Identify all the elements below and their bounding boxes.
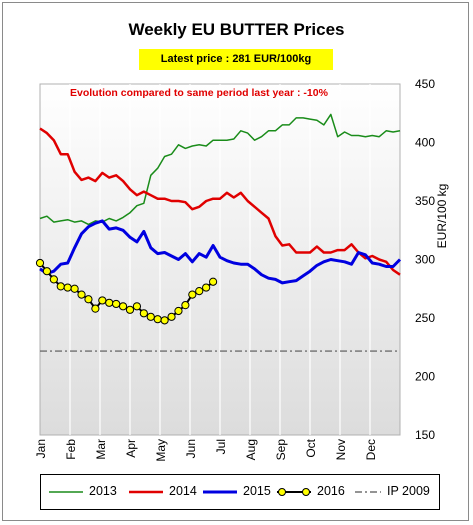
y-axis-label: EUR/100 kg <box>435 184 449 249</box>
x-tick-label: Feb <box>64 439 78 460</box>
data-point-2016 <box>98 296 107 305</box>
data-point-2016 <box>195 286 204 296</box>
data-point-2016 <box>208 277 218 286</box>
data-point-2016 <box>181 301 190 310</box>
x-tick-label: Mar <box>94 439 108 460</box>
series-line-2015 <box>39 219 402 285</box>
x-tick-label: Apr <box>124 439 138 458</box>
legend-item-2015: 2015 <box>203 484 271 498</box>
y-axis: 150 200 250 300 350 400 450 <box>415 77 435 442</box>
x-tick-label: Sep <box>274 439 288 461</box>
legend-dashdot-icon <box>355 491 381 493</box>
data-point-2016 <box>139 309 148 318</box>
data-point-2016 <box>105 298 114 307</box>
legend-label: 2014 <box>169 484 197 498</box>
latest-price-badge: Latest price : 281 EUR/100kg <box>139 49 333 70</box>
data-point-2016 <box>70 284 79 293</box>
data-point-2016 <box>77 290 86 299</box>
y-tick-label: 250 <box>415 311 435 325</box>
legend-label: 2016 <box>317 484 345 498</box>
data-point-2016 <box>146 312 155 321</box>
data-point-2016 <box>132 302 142 311</box>
x-tick-label: Dec <box>364 439 378 460</box>
legend-item-2014: 2014 <box>129 484 197 498</box>
y-tick-label: 300 <box>415 253 435 267</box>
x-tick-label: Jul <box>214 439 228 454</box>
data-point-2016 <box>112 299 121 309</box>
x-tick-label: Jan <box>34 439 48 458</box>
legend-item-2016: 2016 <box>277 484 345 498</box>
legend-line-icon <box>49 490 83 493</box>
data-point-2016 <box>63 283 72 292</box>
legend-label: IP 2009 <box>387 484 430 498</box>
data-point-2016 <box>84 295 93 304</box>
data-point-2016 <box>125 305 135 314</box>
y-tick-label: 150 <box>415 428 435 442</box>
legend-line-icon <box>203 490 237 494</box>
legend: 2013 2014 2015 2016 IP 2009 <box>40 474 440 510</box>
x-tick-label: May <box>154 439 168 462</box>
legend-item-ip-2009: IP 2009 <box>355 484 430 498</box>
data-point-2016 <box>202 283 211 292</box>
y-tick-label: 400 <box>415 136 435 150</box>
data-point-2016 <box>49 275 58 284</box>
series-line-2014 <box>39 127 401 276</box>
data-point-2016 <box>188 290 197 299</box>
series-markers <box>35 258 218 325</box>
y-tick-label: 200 <box>415 370 435 384</box>
data-point-2016 <box>118 302 128 311</box>
legend-marker-icon <box>277 487 311 496</box>
x-axis: Jan Feb Mar Apr May Jun Jul Aug Sep Oct Nov Dec <box>34 438 378 461</box>
x-tick-label: Aug <box>244 439 258 460</box>
x-tick-label: Nov <box>334 439 348 460</box>
legend-label: 2013 <box>89 484 117 498</box>
y-tick-label: 450 <box>415 77 435 91</box>
x-tick-label: Jun <box>184 439 198 458</box>
data-point-2016 <box>91 304 100 313</box>
data-point-2016 <box>35 258 45 268</box>
data-point-2016 <box>42 267 52 276</box>
x-tick-label: Oct <box>304 438 318 457</box>
chart-title: Weekly EU BUTTER Prices <box>128 20 345 39</box>
data-point-2016 <box>174 306 183 316</box>
legend-item-2013: 2013 <box>49 484 117 498</box>
data-point-2016 <box>167 312 176 321</box>
y-tick-label: 350 <box>415 194 435 208</box>
data-point-2016 <box>153 315 162 324</box>
legend-line-icon <box>129 490 163 493</box>
evolution-annotation: Evolution compared to same period last y… <box>70 87 329 99</box>
data-point-2016 <box>160 316 169 325</box>
legend-label: 2015 <box>243 484 271 498</box>
data-point-2016 <box>56 282 65 291</box>
